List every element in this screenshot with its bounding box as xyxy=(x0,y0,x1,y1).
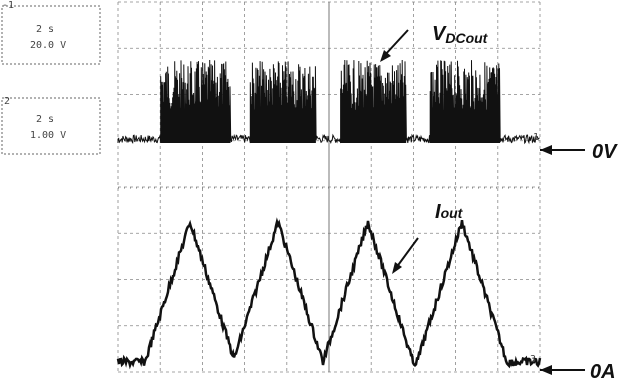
current-subscript: out xyxy=(441,205,464,221)
voltage-subscript: DCout xyxy=(445,30,488,46)
zero-amp-arrow-head xyxy=(540,365,552,375)
channel-2-marker: 2 xyxy=(4,96,10,107)
zero-volt-label: 0V xyxy=(592,141,618,163)
voltage-pointer xyxy=(384,30,408,56)
zero-volt-arrow-head xyxy=(540,145,552,155)
channel-2-ground-marker: 3 xyxy=(530,354,536,365)
current-pointer xyxy=(396,238,418,268)
current-pointer-head xyxy=(392,262,402,274)
channel-2-box xyxy=(2,98,100,154)
channel-1-scale: 20.0 V xyxy=(30,40,66,51)
oscilloscope-screen: -1 2 s 20.0 V 2 2 s 1.00 V 1 3 VDCout Io… xyxy=(0,0,636,385)
voltage-pointer-head xyxy=(380,50,391,62)
channel-2-timebase: 2 s xyxy=(36,114,54,125)
zero-amp-label: 0A xyxy=(590,361,616,383)
channel-1-ground-marker: 1 xyxy=(533,132,539,143)
channel-1-timebase: 2 s xyxy=(36,24,54,35)
channel-1-box xyxy=(2,6,100,64)
grid xyxy=(118,2,540,372)
channel-1-marker: -1 xyxy=(2,0,14,11)
voltage-label: VDCout xyxy=(432,23,489,46)
channel-2-scale: 1.00 V xyxy=(30,130,66,141)
current-label: Iout xyxy=(435,201,464,223)
